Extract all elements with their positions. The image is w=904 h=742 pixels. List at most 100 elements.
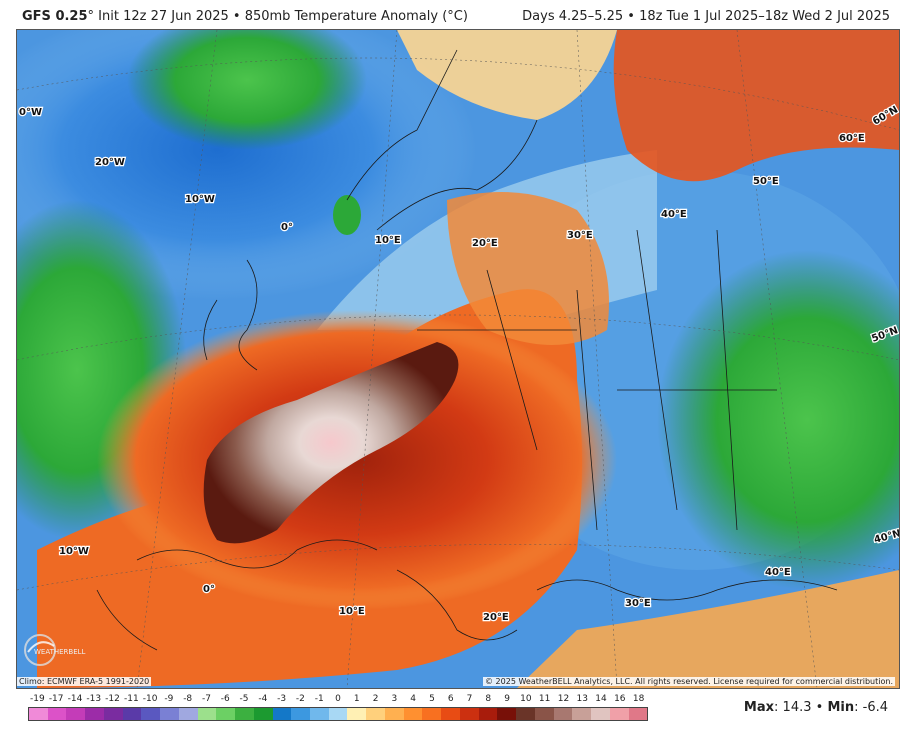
- colorbar-tick-label: 16: [614, 694, 626, 704]
- max-label: Max: [743, 700, 775, 715]
- colorbar-tick-label: 2: [372, 694, 379, 704]
- colorbar-labels: -19 -17 -14 -13 -12 -11 -10 -9 -8 -7 -6 -5 -4 -3 -2 -1 0…: [28, 694, 648, 706]
- label-20e-south: 20°E: [483, 612, 509, 623]
- colorbar-cell: [422, 708, 442, 720]
- colorbar-tick-label: -10: [142, 694, 158, 704]
- colorbar-cell: [459, 708, 479, 720]
- colorbar-tick-label: -5: [239, 694, 249, 704]
- colorbar-cell: [628, 708, 648, 720]
- colorbar-cell: [553, 708, 573, 720]
- colorbar-cell: [160, 708, 179, 720]
- label-0-north: 0°: [281, 222, 293, 233]
- colorbar-cell: [66, 708, 86, 720]
- colorbar-cell: [328, 708, 348, 720]
- min-label: Min: [827, 700, 855, 715]
- colorbar-tick-label: -9: [164, 694, 174, 704]
- colorbar-tick-label: 1: [353, 694, 360, 704]
- colorbar-cell: [497, 708, 517, 720]
- colorbar-cell: [216, 708, 236, 720]
- north-sea-mild-region: [397, 30, 617, 120]
- max-min-readout: Max: 14.3 • Min: -6.4: [743, 700, 888, 715]
- colorbar-tick-label: -14: [67, 694, 83, 704]
- climo-note: Climo: ECMWF ERA-5 1991-2020: [17, 677, 152, 686]
- label-10e-north: 10°E: [375, 235, 401, 246]
- label-30e-south: 30°E: [625, 598, 651, 609]
- colorbar-strip: [28, 707, 648, 721]
- colorbar-cell: [366, 708, 385, 720]
- colorbar-cell: [572, 708, 592, 720]
- colorbar-cell: [291, 708, 311, 720]
- label-20e-north: 20°E: [472, 238, 498, 249]
- middle-east-warm-region: [517, 570, 899, 688]
- colorbar-cell: [403, 708, 423, 720]
- label-0w: 0°W: [19, 107, 42, 118]
- colorbar-tick-label: 18: [632, 694, 645, 704]
- scandinavia-warm-region: [447, 192, 609, 345]
- colorbar-cell: [85, 708, 104, 720]
- colorbar-tick-label: -1: [314, 694, 324, 704]
- colorbar-cell: [384, 708, 404, 720]
- colorbar-tick-label: -6: [220, 694, 230, 704]
- min-value: -6.4: [862, 700, 888, 715]
- colorbar-cell: [347, 708, 367, 720]
- colorbar-tick-label: 8: [485, 694, 492, 704]
- colorbar-tick-label: -19: [30, 694, 45, 704]
- colorbar-cell: [516, 708, 535, 720]
- label-30e-north: 30°E: [567, 230, 593, 241]
- colorbar-tick-label: 6: [447, 694, 454, 704]
- colorbar-cell: [534, 708, 554, 720]
- graticule: [17, 30, 899, 688]
- label-50e: 50°E: [753, 176, 779, 187]
- north-atlantic-negative-anomaly: [127, 30, 367, 150]
- map-title: GFS 0.25° Init 12z 27 Jun 2025 • 850mb T…: [22, 9, 468, 24]
- weatherbell-globe-icon: WEATHERBELL: [24, 634, 86, 666]
- colorbar-tick-label: 5: [429, 694, 435, 704]
- colorbar-cell: [103, 708, 123, 720]
- colorbar-cell: [310, 708, 329, 720]
- colorbar-cell: [122, 708, 142, 720]
- colorbar-tick-label: -3: [277, 694, 287, 704]
- colorbar-tick-label: 13: [576, 694, 588, 704]
- colorbar-cell: [47, 708, 67, 720]
- norway-small-negative: [333, 195, 361, 235]
- title-text: Init 12z 27 Jun 2025 • 850mb Temperature…: [98, 9, 468, 24]
- colorbar-tick-label: 12: [557, 694, 570, 704]
- colorbar-cell: [197, 708, 217, 720]
- max-value: 14.3: [782, 700, 812, 715]
- colorbar-tick-label: -8: [183, 694, 193, 704]
- label-20w: 20°W: [95, 157, 125, 168]
- colorbar-tick-label: 4: [410, 694, 416, 704]
- colorbar-cell: [609, 708, 629, 720]
- colorbar-tick-label: 0: [335, 694, 341, 704]
- colorbar-cell: [253, 708, 273, 720]
- weatherbell-logo: WEATHERBELL: [22, 630, 92, 670]
- label-60e: 60°E: [839, 133, 865, 144]
- copyright-note: © 2025 WeatherBELL Analytics, LLC. All r…: [483, 677, 895, 686]
- label-10e-south: 10°E: [339, 606, 365, 617]
- coastlines: [96, 49, 838, 651]
- colorbar-cell: [178, 708, 198, 720]
- colorbar-tick-label: -12: [105, 694, 120, 704]
- colorbar-tick-label: 7: [466, 694, 473, 704]
- model-name: GFS 0.25: [22, 9, 88, 24]
- colorbar: -19 -17 -14 -13 -12 -11 -10 -9 -8 -7 -6 -5 -4 -3 -2 -1 0…: [28, 694, 648, 724]
- logo-text: WEATHERBELL: [34, 648, 86, 656]
- colorbar-tick-label: -4: [258, 694, 268, 704]
- label-10w-north: 10°W: [185, 194, 215, 205]
- colorbar-cell: [591, 708, 610, 720]
- colorbar-tick-label: 14: [595, 694, 607, 704]
- label-40e-south: 40°E: [765, 567, 791, 578]
- colorbar-tick-label: 11: [538, 694, 551, 704]
- label-40e-north: 40°E: [661, 209, 687, 220]
- degree-mark: °: [87, 9, 95, 24]
- colorbar-tick-label: -11: [123, 694, 139, 704]
- colorbar-cell: [272, 708, 292, 720]
- colorbar-tick-label: 3: [391, 694, 398, 704]
- label-10w-south: 10°W: [59, 546, 89, 557]
- colorbar-tick-label: -13: [86, 694, 102, 704]
- northeast-warm-region: [613, 30, 899, 182]
- colorbar-cell: [141, 708, 161, 720]
- separator: •: [815, 700, 824, 715]
- label-0-south: 0°: [203, 584, 215, 595]
- colorbar-cell: [478, 708, 498, 720]
